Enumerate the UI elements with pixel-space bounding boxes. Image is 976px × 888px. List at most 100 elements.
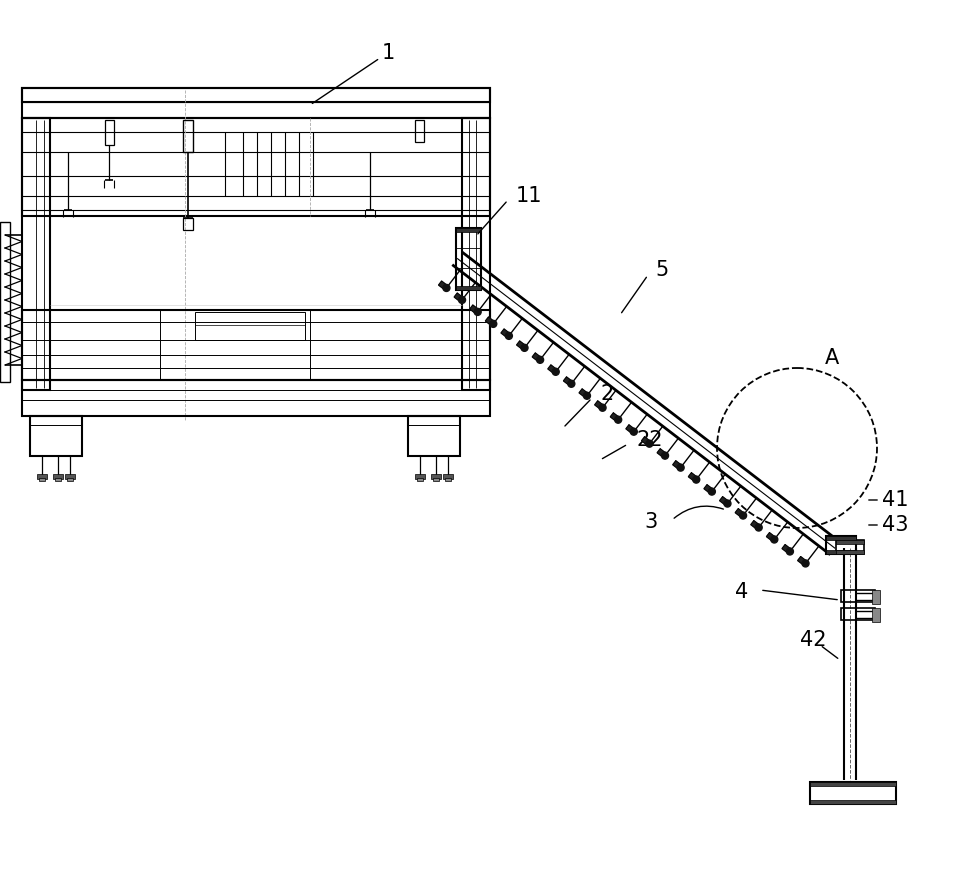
Bar (826, 536, 856, 554)
Circle shape (584, 392, 590, 400)
Circle shape (537, 356, 544, 363)
Polygon shape (548, 365, 557, 374)
Text: 3: 3 (645, 512, 658, 532)
Polygon shape (454, 293, 464, 302)
Circle shape (630, 428, 637, 435)
Polygon shape (657, 448, 667, 457)
Polygon shape (641, 437, 651, 446)
Bar (810, 800, 896, 804)
Text: 42: 42 (800, 630, 827, 650)
Circle shape (787, 548, 793, 555)
Text: 4: 4 (735, 582, 748, 602)
Circle shape (662, 452, 669, 459)
Bar (39, 478, 45, 481)
Bar (456, 228, 481, 232)
Bar (810, 782, 896, 786)
Polygon shape (501, 329, 510, 337)
Circle shape (599, 404, 606, 411)
Bar (415, 120, 424, 142)
Circle shape (802, 560, 809, 567)
Circle shape (693, 476, 700, 483)
Bar (826, 536, 856, 540)
Circle shape (755, 524, 762, 531)
Bar (443, 474, 453, 479)
Bar (22, 88, 490, 118)
Bar (408, 416, 460, 456)
Polygon shape (719, 496, 729, 505)
Circle shape (474, 308, 481, 315)
Bar (183, 218, 193, 230)
Circle shape (490, 321, 497, 328)
Bar (105, 120, 114, 145)
Bar (872, 608, 880, 622)
Bar (433, 478, 439, 481)
Bar (22, 310, 490, 380)
Circle shape (443, 284, 450, 291)
Polygon shape (782, 544, 792, 553)
Bar (841, 608, 875, 620)
Polygon shape (579, 389, 589, 398)
Polygon shape (704, 485, 713, 494)
Bar (195, 312, 305, 340)
Polygon shape (610, 413, 620, 422)
Circle shape (740, 512, 747, 519)
Circle shape (568, 380, 575, 387)
Polygon shape (751, 520, 760, 529)
Bar (67, 478, 73, 481)
Text: 41: 41 (882, 490, 909, 510)
Circle shape (506, 332, 512, 339)
Bar (456, 228, 481, 290)
Polygon shape (766, 533, 776, 542)
Bar (415, 474, 425, 479)
Circle shape (552, 369, 559, 376)
Circle shape (646, 440, 653, 448)
Bar (55, 478, 61, 481)
Text: 22: 22 (636, 430, 663, 450)
Bar (836, 540, 864, 544)
Circle shape (677, 464, 684, 472)
Bar (22, 118, 490, 216)
Polygon shape (563, 377, 573, 385)
Bar (841, 590, 875, 602)
Bar (462, 118, 490, 390)
Circle shape (709, 488, 715, 496)
Polygon shape (626, 424, 635, 433)
Text: 11: 11 (516, 186, 543, 206)
Polygon shape (672, 461, 682, 470)
Bar (810, 782, 896, 804)
Bar (30, 416, 82, 456)
Bar (183, 120, 193, 152)
Bar (826, 550, 856, 554)
Text: 2: 2 (600, 384, 613, 404)
Polygon shape (469, 305, 479, 313)
Polygon shape (532, 353, 542, 361)
Circle shape (724, 500, 731, 507)
Bar (872, 590, 880, 604)
Text: 1: 1 (382, 43, 394, 63)
Bar (22, 380, 490, 416)
Circle shape (615, 416, 622, 424)
Bar (53, 474, 63, 479)
Circle shape (771, 536, 778, 543)
Circle shape (521, 345, 528, 352)
Text: 5: 5 (655, 260, 669, 280)
Polygon shape (735, 509, 745, 518)
Bar (22, 118, 50, 390)
Polygon shape (516, 341, 526, 350)
Polygon shape (688, 472, 698, 481)
Bar (836, 540, 864, 554)
Bar (456, 286, 481, 290)
Circle shape (459, 297, 466, 304)
Bar (445, 478, 451, 481)
Bar (65, 474, 75, 479)
Text: A: A (825, 348, 839, 368)
Bar (37, 474, 47, 479)
Polygon shape (485, 317, 495, 326)
Polygon shape (594, 400, 604, 409)
Polygon shape (797, 557, 807, 566)
Bar (22, 88, 490, 102)
Polygon shape (438, 281, 448, 290)
Text: 43: 43 (882, 515, 909, 535)
Bar (431, 474, 441, 479)
Bar (0, 222, 10, 382)
